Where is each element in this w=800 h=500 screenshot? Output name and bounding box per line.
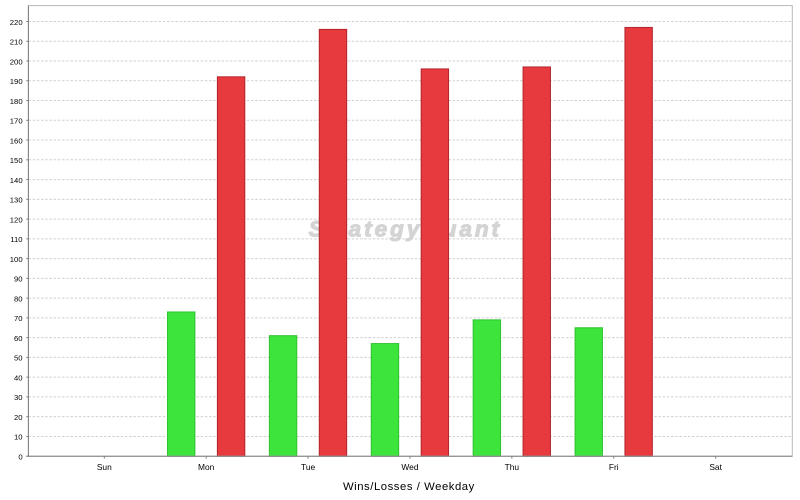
svg-text:Mon: Mon: [198, 462, 215, 472]
svg-text:90: 90: [14, 275, 23, 284]
svg-text:40: 40: [14, 373, 23, 382]
svg-text:180: 180: [10, 97, 23, 106]
svg-text:Fri: Fri: [609, 462, 619, 472]
svg-text:160: 160: [10, 136, 23, 145]
svg-text:Wins/Losses / Weekday: Wins/Losses / Weekday: [343, 481, 475, 493]
svg-text:30: 30: [14, 393, 23, 402]
svg-text:70: 70: [14, 314, 23, 323]
svg-text:80: 80: [14, 294, 23, 303]
svg-text:210: 210: [10, 38, 23, 47]
svg-text:100: 100: [10, 255, 23, 264]
svg-text:190: 190: [10, 77, 23, 86]
svg-text:10: 10: [14, 433, 23, 442]
svg-text:130: 130: [10, 196, 23, 205]
svg-text:140: 140: [10, 176, 23, 185]
svg-text:220: 220: [10, 18, 23, 27]
svg-text:Thu: Thu: [505, 462, 520, 472]
svg-text:0: 0: [18, 453, 22, 462]
svg-text:150: 150: [10, 156, 23, 165]
svg-text:50: 50: [14, 354, 23, 363]
svg-text:110: 110: [10, 235, 22, 244]
svg-text:60: 60: [14, 334, 23, 343]
svg-text:Tue: Tue: [301, 462, 315, 472]
svg-text:20: 20: [14, 413, 23, 422]
svg-text:Wed: Wed: [401, 462, 418, 472]
svg-text:170: 170: [10, 117, 23, 126]
svg-text:Sun: Sun: [97, 462, 112, 472]
svg-text:200: 200: [10, 57, 23, 66]
svg-text:Sat: Sat: [709, 462, 722, 472]
svg-text:120: 120: [10, 215, 23, 224]
